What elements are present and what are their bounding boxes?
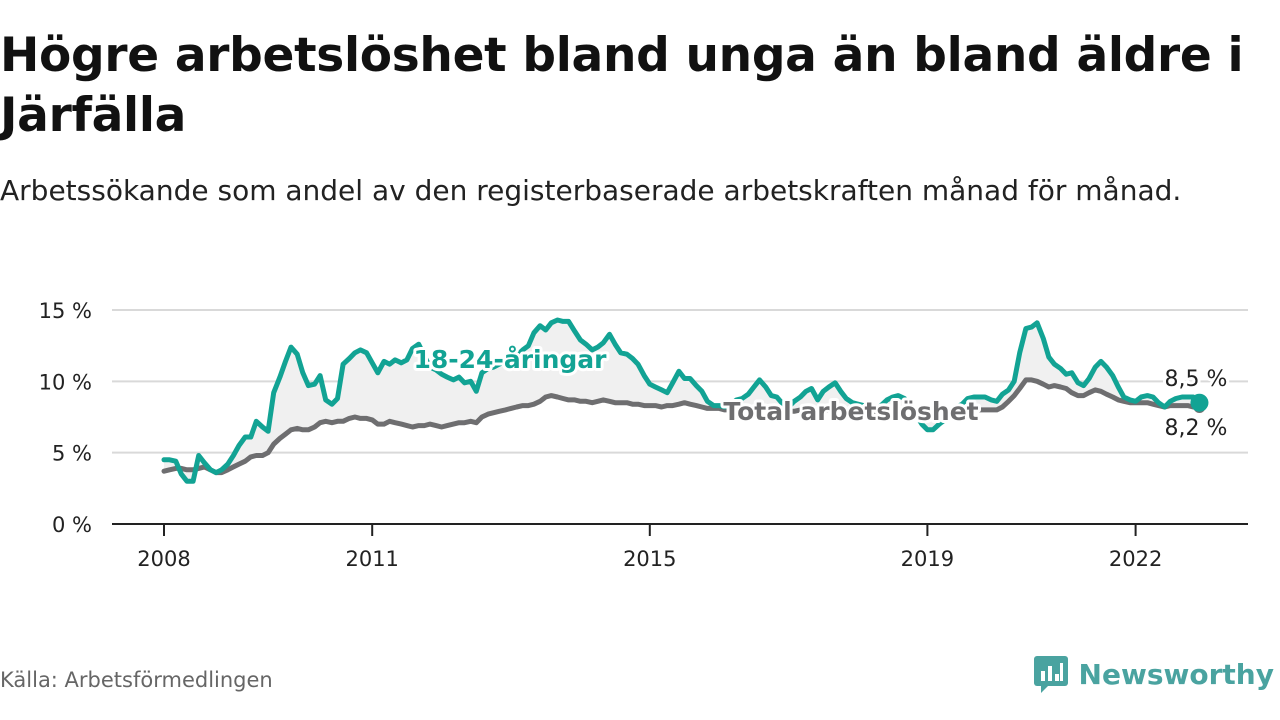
series-line-18-24 (161, 317, 1202, 484)
series-label-total: Total arbetslöshet (723, 397, 978, 426)
series-label-18-24-halo: 18-24-åringar (414, 345, 608, 374)
end-value-total-halo: 8,2 % (1165, 416, 1228, 441)
x-tick-label: 2015 (623, 547, 676, 571)
x-tick-label: 2022 (1109, 547, 1162, 571)
y-tick-label: 15 % (39, 299, 92, 323)
series-line-total (161, 377, 1202, 476)
end-value-18-24: 8,5 % (1165, 367, 1228, 392)
y-tick-label: 0 % (52, 513, 92, 537)
x-tick-label: 2019 (901, 547, 954, 571)
y-tick-label: 5 % (52, 442, 92, 466)
source-note: Källa: Arbetsförmedlingen (0, 668, 273, 692)
y-tick-label: 10 % (39, 370, 92, 394)
brand-logo: Newsworthy (1033, 654, 1274, 694)
area-between-series (164, 320, 1200, 482)
series-label-18-24: 18-24-åringar (414, 345, 608, 374)
series-label-total-halo: Total arbetslöshet (723, 397, 978, 426)
axes: 0 % 5 % 10 % 15 % 2008 2011 2015 2019 2022 (39, 299, 1248, 571)
newsworthy-logo-icon (1033, 656, 1068, 693)
brand-name: Newsworthy (1078, 657, 1274, 691)
end-value-18-24-halo: 8,5 % (1165, 367, 1228, 392)
series-lines (161, 317, 1209, 484)
end-value-total: 8,2 % (1165, 416, 1228, 441)
x-tick-label: 2008 (137, 547, 190, 571)
series-end-marker-18-24 (1190, 393, 1209, 412)
chart-title: Högre arbetslöshet bland unga än bland ä… (0, 28, 1244, 143)
x-tick-label: 2011 (345, 547, 398, 571)
chart-subtitle: Arbetssökande som andel av den registerb… (0, 174, 1182, 207)
